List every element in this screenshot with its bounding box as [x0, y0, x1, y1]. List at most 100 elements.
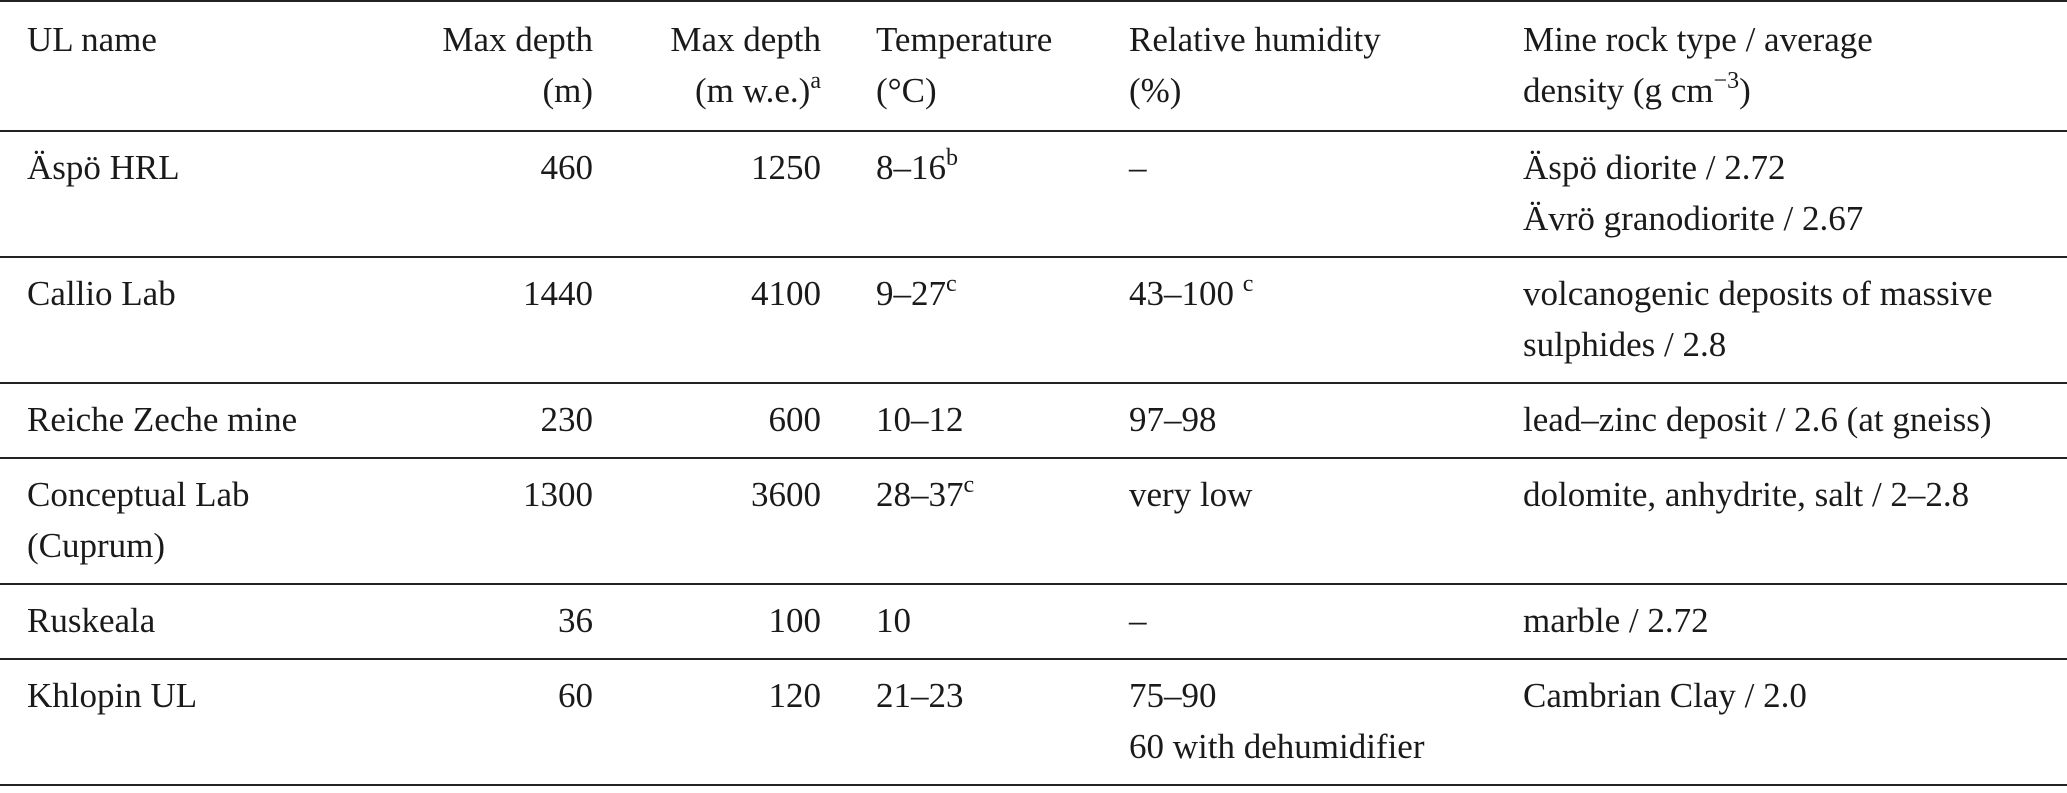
humidity-line1: very low: [1129, 469, 1523, 520]
max-depth-m-value: 230: [540, 400, 594, 439]
humidity-value: 97–98: [1129, 400, 1217, 439]
ul-name-line1: Reiche Zeche mine: [27, 400, 298, 439]
rock-type-line1: Cambrian Clay / 2.0: [1523, 676, 1807, 715]
ul-name-line1: Callio Lab: [27, 274, 176, 313]
header-max-depth-mwe-line1: Max depth: [670, 20, 821, 59]
temperature-line: 21–23: [876, 670, 1129, 721]
cell-humidity: very low: [1129, 458, 1523, 584]
temperature-value: 8–16: [876, 148, 946, 187]
cell-temperature: 28–37c: [825, 458, 1129, 584]
cell-rock-type: Cambrian Clay / 2.0: [1523, 659, 2067, 785]
ul-name-line1: Conceptual Lab: [27, 475, 250, 514]
header-max-depth-mwe-line2: (m w.e.)a: [597, 65, 821, 116]
cell-ul-name: Äspö HRL: [0, 131, 403, 257]
humidity-value: 43–100: [1129, 274, 1243, 313]
max-depth-mwe-value: 600: [768, 400, 822, 439]
ul-name-line2: (Cuprum): [27, 526, 166, 565]
humidity-line2: 60 with dehumidifier: [1129, 727, 1425, 766]
cell-ul-name: Conceptual Lab (Cuprum): [0, 458, 403, 584]
header-temperature-line1: Temperature: [876, 20, 1053, 59]
temperature-value: 28–37: [876, 475, 964, 514]
table-header: UL name Max depth (m) Max depth (m w.e.)…: [0, 1, 2067, 131]
humidity-line1: 97–98: [1129, 394, 1523, 445]
table-row: Conceptual Lab (Cuprum) 1300 3600 28–37c…: [0, 458, 2067, 584]
header-max-depth-mwe-unit: (m w.e.): [695, 71, 811, 110]
rock-type-line1: Äspö diorite / 2.72: [1523, 148, 1786, 187]
max-depth-mwe-value: 120: [768, 676, 822, 715]
humidity-line1: 43–100 c: [1129, 268, 1523, 319]
humidity-line1: –: [1129, 142, 1523, 193]
temperature-line: 9–27c: [876, 268, 1129, 319]
table-row: Khlopin UL 60 120 21–23 75–90 60 with de…: [0, 659, 2067, 785]
header-row: UL name Max depth (m) Max depth (m w.e.)…: [0, 1, 2067, 131]
rock-type-line2: sulphides / 2.8: [1523, 325, 1727, 364]
temperature-line: 10–12: [876, 394, 1129, 445]
rock-type-line1: volcanogenic deposits of massive: [1523, 274, 1993, 313]
cell-max-depth-m: 1440: [403, 257, 597, 383]
temperature-value: 9–27: [876, 274, 946, 313]
header-max-depth-m-line2: (m): [542, 71, 593, 110]
header-humidity-line1: Relative humidity: [1129, 20, 1381, 59]
header-ul-name: UL name: [0, 1, 403, 131]
max-depth-mwe-value: 3600: [751, 475, 821, 514]
header-rock-type-line2: density (g cm−3): [1523, 65, 2067, 116]
header-ul-name-text: UL name: [27, 20, 157, 59]
cell-temperature: 10–12: [825, 383, 1129, 458]
header-rock-type-unit: density (g cm: [1523, 71, 1714, 110]
cell-humidity: 75–90 60 with dehumidifier: [1129, 659, 1523, 785]
cell-temperature: 10: [825, 584, 1129, 659]
header-rock-type-exponent: −3: [1713, 68, 1740, 94]
rock-type-line1: marble / 2.72: [1523, 601, 1709, 640]
humidity-value: 75–90: [1129, 676, 1217, 715]
cell-max-depth-mwe: 600: [597, 383, 825, 458]
cell-max-depth-mwe: 3600: [597, 458, 825, 584]
temperature-footnote: c: [946, 271, 957, 297]
cell-humidity: –: [1129, 584, 1523, 659]
cell-humidity: –: [1129, 131, 1523, 257]
cell-ul-name: Reiche Zeche mine: [0, 383, 403, 458]
max-depth-mwe-value: 1250: [751, 148, 821, 187]
temperature-footnote: b: [946, 145, 958, 171]
cell-rock-type: lead–zinc deposit / 2.6 (at gneiss): [1523, 383, 2067, 458]
header-rock-type-unit-close: ): [1739, 71, 1751, 110]
max-depth-mwe-value: 4100: [751, 274, 821, 313]
cell-max-depth-m: 36: [403, 584, 597, 659]
table-row: Callio Lab 1440 4100 9–27c 43–100 c volc…: [0, 257, 2067, 383]
header-max-depth-m: Max depth (m): [403, 1, 597, 131]
cell-humidity: 97–98: [1129, 383, 1523, 458]
temperature-value: 10–12: [876, 400, 964, 439]
max-depth-m-value: 460: [540, 148, 594, 187]
table-body: Äspö HRL 460 1250 8–16b – Äspö diorite /…: [0, 131, 2067, 785]
header-max-depth-mwe: Max depth (m w.e.)a: [597, 1, 825, 131]
max-depth-m-value: 1440: [523, 274, 593, 313]
cell-humidity: 43–100 c: [1129, 257, 1523, 383]
cell-rock-type: dolomite, anhydrite, salt / 2–2.8: [1523, 458, 2067, 584]
humidity-value: –: [1129, 601, 1147, 640]
temperature-line: 28–37c: [876, 469, 1129, 520]
humidity-value: –: [1129, 148, 1147, 187]
cell-max-depth-mwe: 120: [597, 659, 825, 785]
humidity-line1: 75–90: [1129, 670, 1523, 721]
temperature-value: 10: [876, 601, 911, 640]
header-humidity: Relative humidity (%): [1129, 1, 1523, 131]
cell-temperature: 21–23: [825, 659, 1129, 785]
humidity-line1: –: [1129, 595, 1523, 646]
max-depth-m-value: 36: [558, 601, 593, 640]
temperature-value: 21–23: [876, 676, 964, 715]
cell-max-depth-mwe: 1250: [597, 131, 825, 257]
max-depth-m-value: 1300: [523, 475, 593, 514]
ul-name-line1: Ruskeala: [27, 601, 156, 640]
cell-max-depth-m: 230: [403, 383, 597, 458]
cell-rock-type: volcanogenic deposits of massive sulphid…: [1523, 257, 2067, 383]
cell-ul-name: Callio Lab: [0, 257, 403, 383]
rock-type-line1: dolomite, anhydrite, salt / 2–2.8: [1523, 475, 1970, 514]
cell-max-depth-mwe: 4100: [597, 257, 825, 383]
cell-ul-name: Khlopin UL: [0, 659, 403, 785]
cell-max-depth-m: 1300: [403, 458, 597, 584]
cell-ul-name: Ruskeala: [0, 584, 403, 659]
header-humidity-line2: (%): [1129, 71, 1182, 110]
header-rock-type-line1: Mine rock type / average: [1523, 20, 1873, 59]
cell-rock-type: Äspö diorite / 2.72 Ävrö granodiorite / …: [1523, 131, 2067, 257]
header-rock-type: Mine rock type / average density (g cm−3…: [1523, 1, 2067, 131]
